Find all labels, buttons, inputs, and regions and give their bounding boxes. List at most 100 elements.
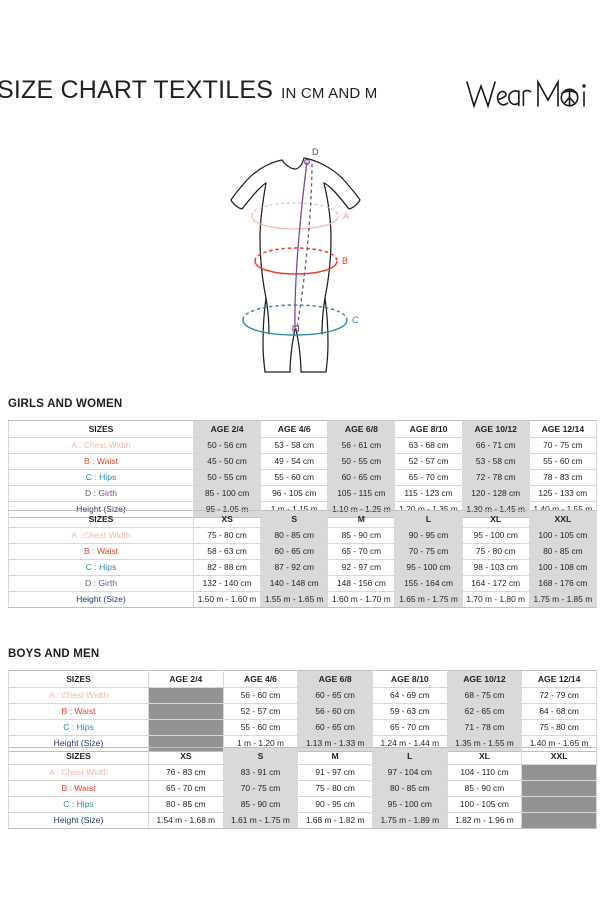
measurement-cell: 45 - 50 cm — [192, 453, 262, 470]
measurement-cell: 164 - 172 cm — [461, 575, 530, 592]
measurement-cell: 65 - 70 cm — [327, 543, 396, 560]
row-label: A : Chest Width — [8, 527, 194, 544]
measurement-cell: 53 - 58 cm — [461, 453, 530, 470]
measurement-cell: 70 - 75 cm — [528, 437, 597, 454]
measurement-cell: 125 - 133 cm — [528, 485, 597, 502]
measurement-cell: 85 - 90 cm — [327, 527, 396, 544]
girth-bottom-marker — [292, 325, 300, 332]
measurement-cell: 52 - 57 cm — [222, 703, 299, 720]
measurement-cell: 104 - 110 cm — [446, 764, 523, 781]
row-label: Height (Size) — [8, 591, 194, 608]
column-header: AGE 4/6 — [260, 420, 329, 438]
measurement-cell: 50 - 55 cm — [327, 453, 396, 470]
girth-measure-line — [294, 161, 313, 329]
measurement-cell: 75 - 80 cm — [192, 527, 262, 544]
row-label: B : Waist — [8, 453, 194, 470]
measurement-cell: 50 - 55 cm — [192, 469, 262, 486]
measurement-cell: 55 - 60 cm — [222, 719, 299, 736]
measurement-cell: 100 - 105 cm — [446, 796, 523, 813]
measurement-cell: 1.54 m - 1.68 m — [148, 812, 224, 829]
row-label: C : Hips — [8, 796, 149, 813]
boys-and-men-adult-table: SIZES XS S M L XL XXL A : Chest Width 76 - 83 cm… — [8, 747, 597, 829]
measurement-cell: 82 - 88 cm — [192, 559, 262, 576]
row-label: A : Chest Width — [8, 687, 149, 704]
measurement-cell: 59 - 63 cm — [371, 703, 448, 720]
label-a: A — [343, 211, 349, 221]
table-row: A : Chest Width 56 - 60 cm 60 - 65 cm 64 - … — [8, 687, 597, 704]
measurement-cell: 52 - 57 cm — [394, 453, 463, 470]
measurement-cell: 80 - 85 cm — [148, 796, 224, 813]
measurement-cell: 83 - 91 cm — [222, 764, 299, 781]
row-label: B : Waist — [8, 543, 194, 560]
wear-moi-logo — [464, 72, 600, 118]
measurement-cell: 72 - 79 cm — [521, 687, 597, 704]
measurement-cell: 96 - 105 cm — [260, 485, 329, 502]
row-label: Height (Size) — [8, 812, 149, 829]
measurement-cell: 78 - 83 cm — [528, 469, 597, 486]
body-outline — [230, 157, 361, 373]
measurement-cell: 95 - 100 cm — [371, 796, 448, 813]
column-header: L — [371, 747, 448, 765]
label-c: C — [352, 315, 359, 325]
girls-and-women-adult-table: SIZES XS S M L XL XXL A : Chest Width 75 - 80 cm… — [8, 510, 597, 608]
measurement-cell: 75 - 80 cm — [461, 543, 530, 560]
measurement-cell: 80 - 85 cm — [528, 543, 597, 560]
table-row: B : Waist 45 - 50 cm 49 - 54 cm 50 - 55 cm 5… — [8, 453, 597, 470]
measurement-cell: 58 - 63 cm — [192, 543, 262, 560]
measurement-cell: 63 - 68 cm — [394, 437, 463, 454]
measurement-cell: 75 - 80 cm — [521, 719, 597, 736]
column-header: AGE 2/4 — [192, 420, 262, 438]
measurement-cell: 65 - 70 cm — [371, 719, 448, 736]
measurement-cell: 97 - 104 cm — [371, 764, 448, 781]
measurement-cell: 66 - 71 cm — [461, 437, 530, 454]
column-header: AGE 10/12 — [461, 420, 530, 438]
chest-measure-ring — [251, 202, 339, 230]
measurement-cell — [521, 780, 597, 797]
measurement-cell: 76 - 83 cm — [148, 764, 224, 781]
measurement-cell: 60 - 65 cm — [297, 687, 373, 704]
column-header: XS — [192, 510, 262, 528]
measurement-cell: 1.50 m - 1.60 m — [192, 591, 262, 608]
column-header: XXL — [528, 510, 597, 528]
table-row: D : Girth 85 - 100 cm 96 - 105 cm 105 - 115… — [8, 485, 597, 502]
column-header: XL — [446, 747, 523, 765]
table-row: C : Hips 50 - 55 cm 55 - 60 cm 60 - 65 cm 65… — [8, 469, 597, 486]
column-header-sizes: SIZES — [8, 420, 194, 438]
row-label: B : Waist — [8, 780, 149, 797]
column-header: S — [222, 747, 299, 765]
measurement-cell: 49 - 54 cm — [260, 453, 329, 470]
measurement-cell: 140 - 148 cm — [260, 575, 329, 592]
measurement-cell: 105 - 115 cm — [327, 485, 396, 502]
column-header: L — [394, 510, 463, 528]
column-header: AGE 6/8 — [297, 670, 373, 688]
column-header: AGE 2/4 — [148, 670, 224, 688]
section-title-boys-and-men: BOYS AND MEN — [8, 648, 100, 660]
measurement-cell: 90 - 95 cm — [394, 527, 463, 544]
column-header: XL — [461, 510, 530, 528]
column-header: M — [297, 747, 373, 765]
measurement-cell: 85 - 90 cm — [222, 796, 299, 813]
table-row: C : Hips 82 - 88 cm 87 - 92 cm 92 - 97 cm 95… — [8, 559, 597, 576]
section-title-girls-and-women: GIRLS AND WOMEN — [8, 398, 123, 410]
table-row: Height (Size) 1.50 m - 1.60 m 1.55 m - 1.6… — [8, 591, 597, 608]
measurement-cell: 1.75 m - 1.89 m — [371, 812, 448, 829]
measurement-cell: 132 - 140 cm — [192, 575, 262, 592]
measurement-cell: 1.60 m - 1.70 m — [327, 591, 396, 608]
measurement-cell: 65 - 70 cm — [394, 469, 463, 486]
measurement-cell — [521, 796, 597, 813]
measurement-cell: 1.68 m - 1.82 m — [297, 812, 373, 829]
measurement-cell: 56 - 60 cm — [297, 703, 373, 720]
row-label: C : Hips — [8, 469, 194, 486]
measurement-cell: 65 - 70 cm — [148, 780, 224, 797]
column-header: XS — [148, 747, 224, 765]
column-header-sizes: SIZES — [8, 510, 194, 528]
table-row: D : Girth 132 - 140 cm 140 - 148 cm 148 - 1… — [8, 575, 597, 592]
row-label: D : Girth — [8, 485, 194, 502]
column-header: S — [260, 510, 329, 528]
measurement-cell: 62 - 65 cm — [446, 703, 523, 720]
measurement-cell: 75 - 80 cm — [297, 780, 373, 797]
measurement-cell: 87 - 92 cm — [260, 559, 329, 576]
measurement-cell: 1.65 m - 1.75 m — [394, 591, 463, 608]
label-b: B — [342, 256, 348, 266]
measurement-cell: 71 - 78 cm — [446, 719, 523, 736]
